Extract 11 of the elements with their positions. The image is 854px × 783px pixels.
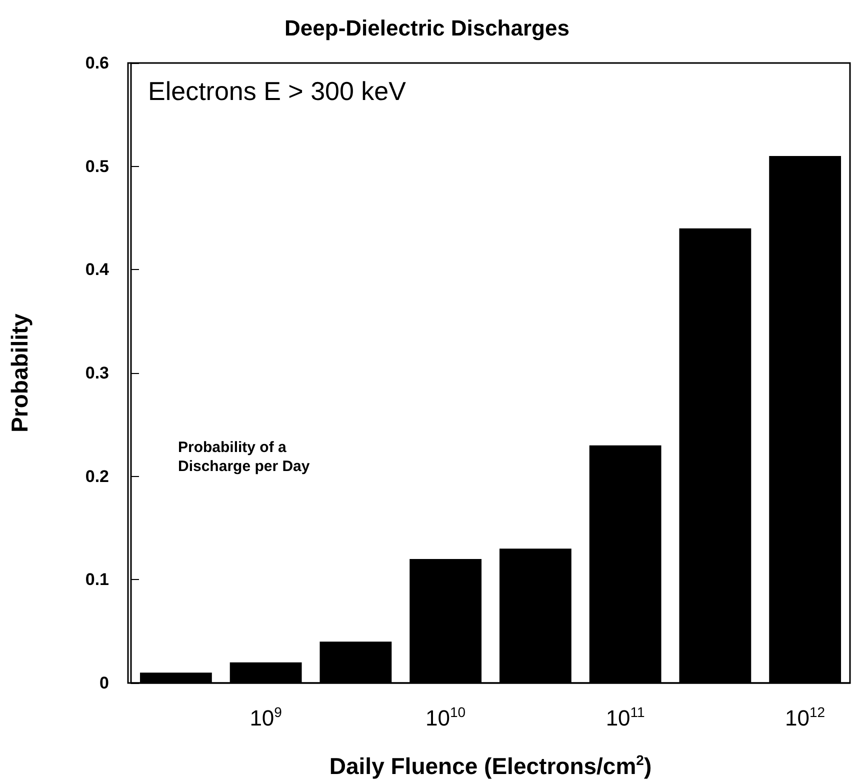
y-tick-label: 0.4 [85,260,110,280]
y-tick-label: 0.3 [85,364,109,382]
y-axis-title: Probability [6,313,32,432]
y-tick-label: 0 [100,674,109,692]
y-tick-label: 0.2 [85,466,109,486]
y-tick-label: 0.1 [85,570,109,590]
annotation: Probability of a Discharge per Day [178,439,310,475]
y-tick-label: 0.5 [85,156,109,176]
annotation: Electrons E > 300 keV [148,76,407,106]
chart-title: Deep-Dielectric Discharges [284,16,570,40]
y-tick-label: 0.6 [85,54,109,72]
